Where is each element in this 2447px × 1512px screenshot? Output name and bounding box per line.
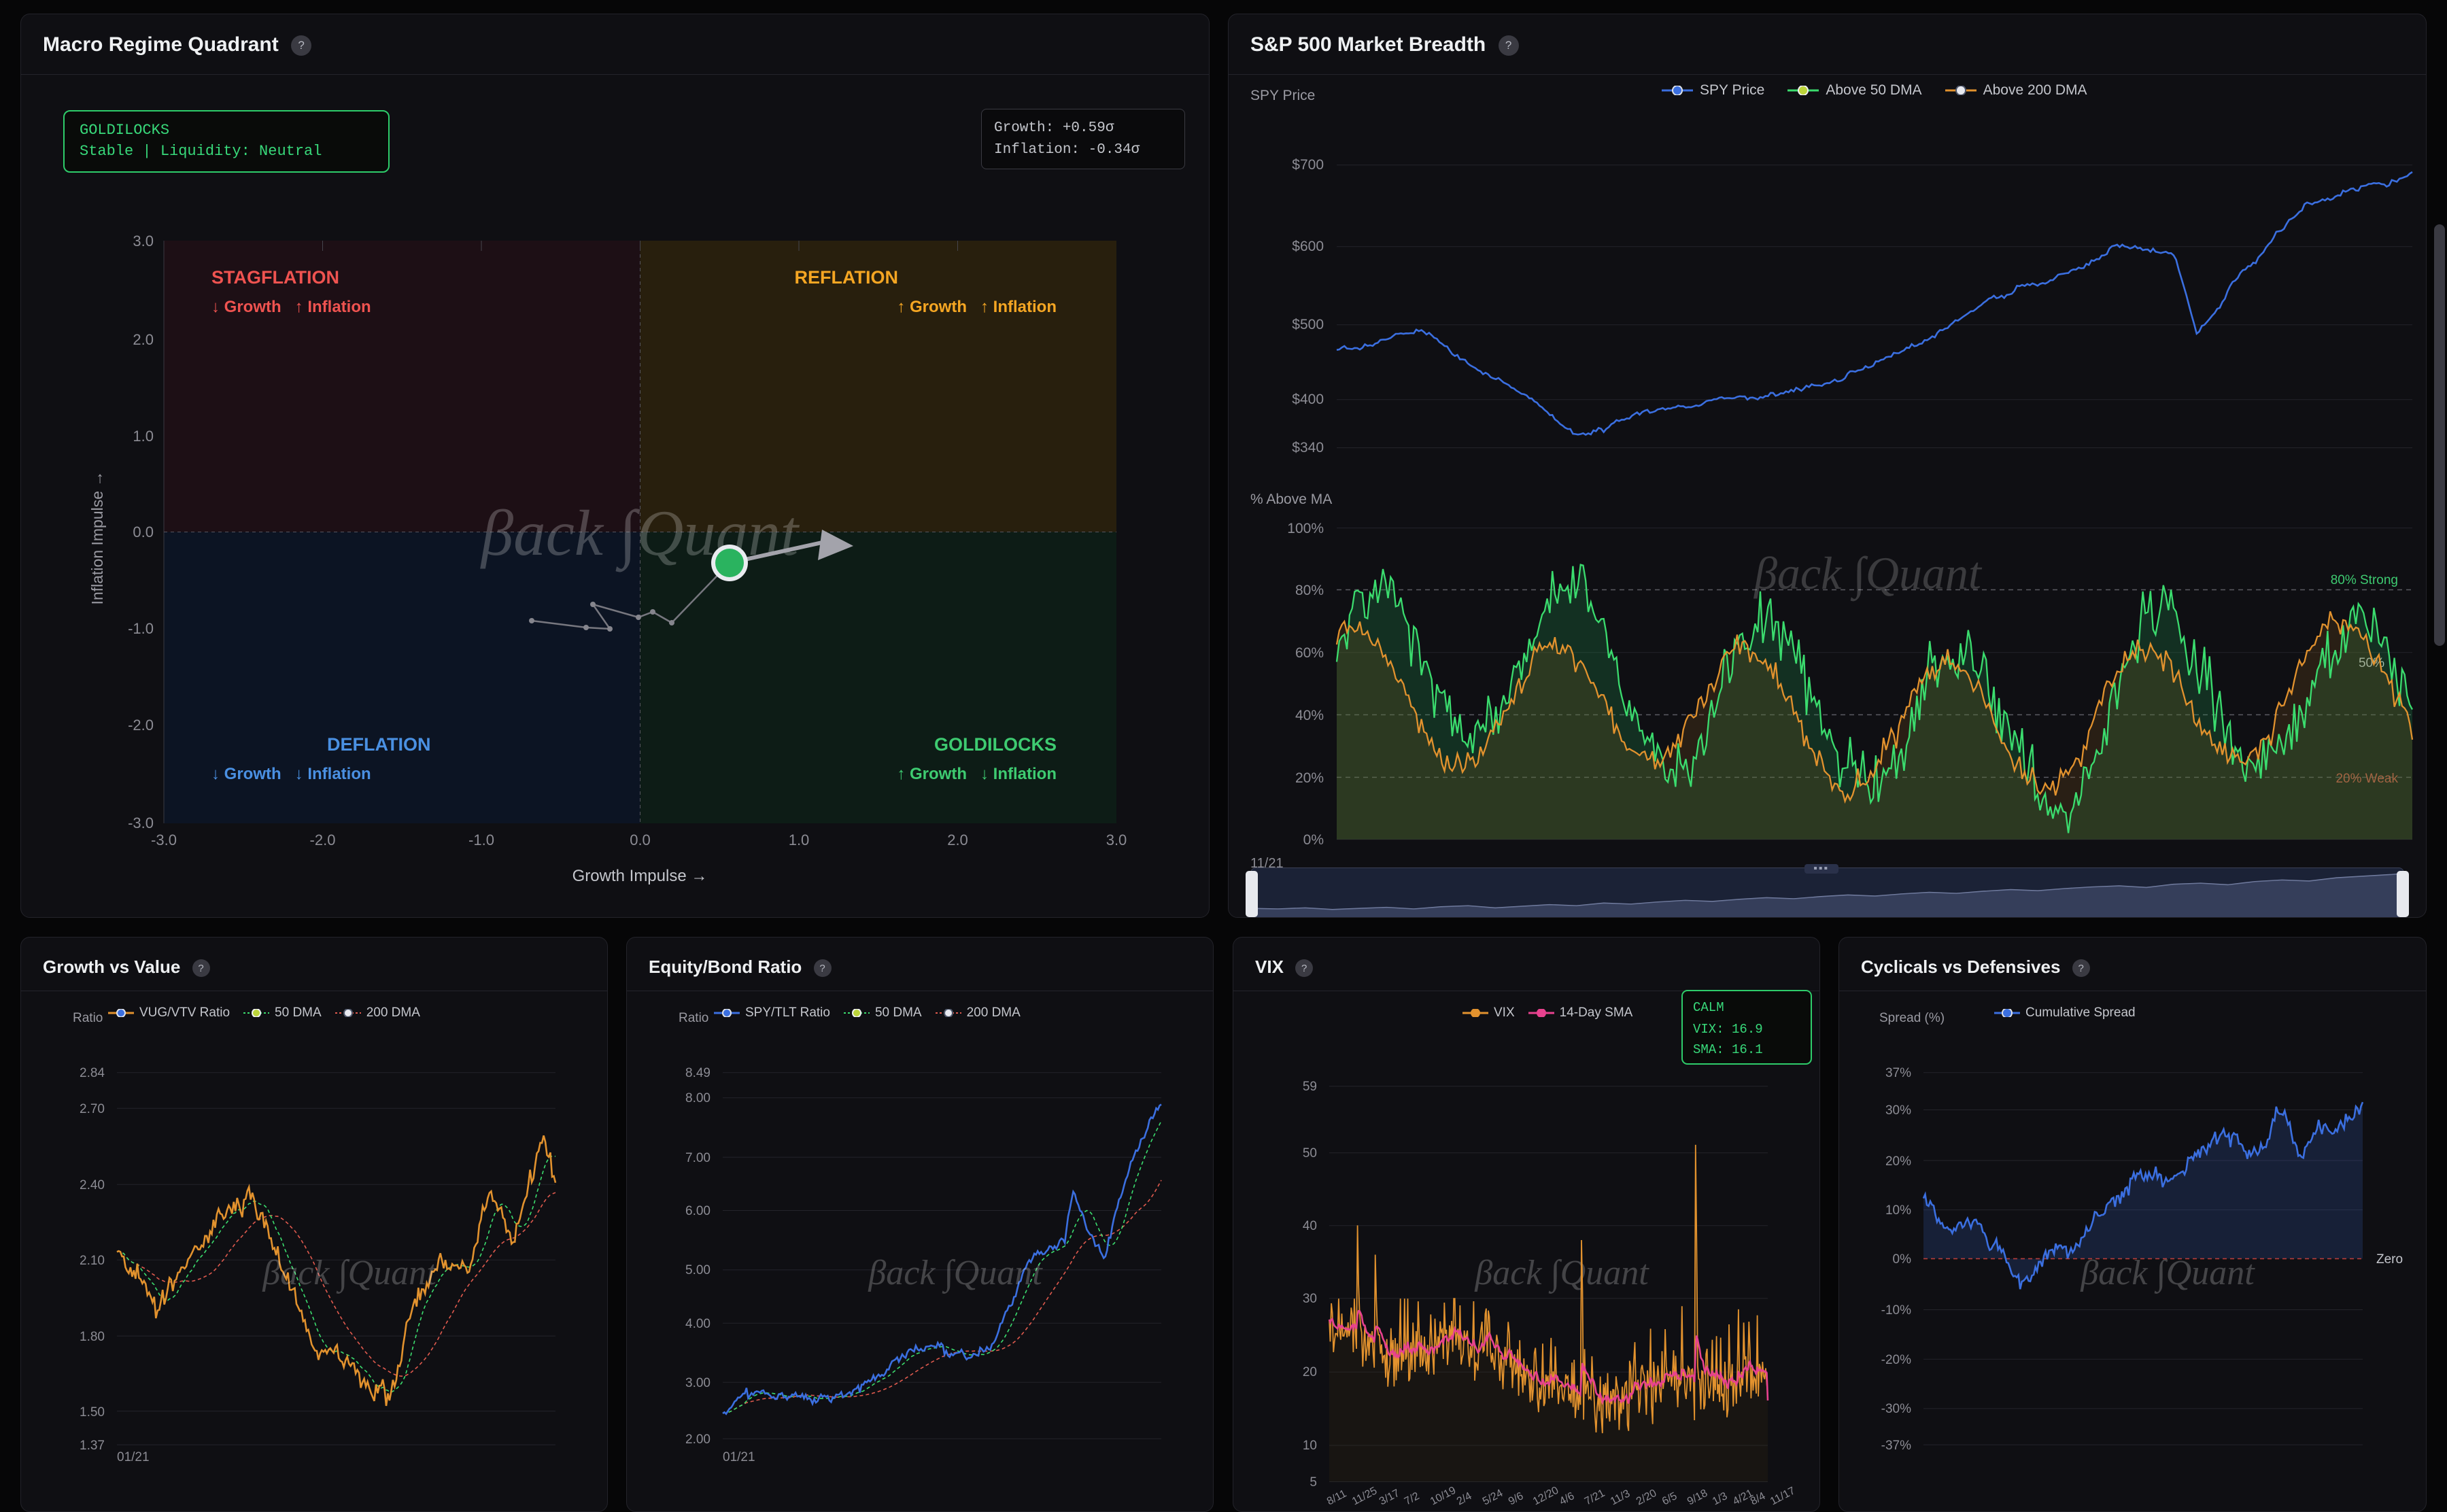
svg-text:7/21: 7/21 bbox=[1583, 1488, 1607, 1508]
svg-text:βack ∫Quant: βack ∫Quant bbox=[2080, 1254, 2255, 1294]
svg-text:↓ Growth ↑ Inflation: ↓ Growth ↑ Inflation bbox=[211, 298, 371, 316]
svg-text:2.70: 2.70 bbox=[80, 1102, 105, 1116]
svg-text:$600: $600 bbox=[1292, 239, 1324, 254]
svg-text:Growth Impulse →: Growth Impulse → bbox=[572, 867, 708, 885]
svg-text:2.84: 2.84 bbox=[80, 1066, 105, 1080]
svg-text:50: 50 bbox=[1303, 1146, 1317, 1161]
svg-text:80% Strong: 80% Strong bbox=[2331, 573, 2398, 587]
svg-text:↑ Growth ↓ Inflation: ↑ Growth ↓ Inflation bbox=[897, 765, 1057, 783]
svg-text:0.0: 0.0 bbox=[630, 831, 651, 848]
svg-text:5.00: 5.00 bbox=[685, 1263, 711, 1277]
svg-text:3.00: 3.00 bbox=[685, 1376, 711, 1390]
svg-text:59: 59 bbox=[1303, 1080, 1317, 1094]
svg-text:SMA: 16.1: SMA: 16.1 bbox=[1693, 1042, 1763, 1057]
svg-text:5/24: 5/24 bbox=[1481, 1488, 1505, 1508]
svg-text:20%: 20% bbox=[1885, 1154, 1911, 1169]
svg-text:1.0: 1.0 bbox=[789, 831, 810, 848]
svg-text:DEFLATION: DEFLATION bbox=[327, 734, 430, 755]
svg-text:-30%: -30% bbox=[1881, 1402, 1911, 1416]
svg-text:↓ Growth ↓ Inflation: ↓ Growth ↓ Inflation bbox=[211, 765, 371, 783]
svg-text:9/18: 9/18 bbox=[1685, 1488, 1710, 1508]
svg-text:1.37: 1.37 bbox=[80, 1439, 105, 1453]
svg-text:7.00: 7.00 bbox=[685, 1151, 711, 1165]
svg-text:REFLATION: REFLATION bbox=[795, 267, 898, 288]
svg-text:βack ∫Quant: βack ∫Quant bbox=[262, 1254, 437, 1294]
svg-text:40%: 40% bbox=[1295, 708, 1324, 723]
svg-text:2.0: 2.0 bbox=[133, 331, 154, 348]
svg-text:-10%: -10% bbox=[1881, 1303, 1911, 1318]
svg-text:5: 5 bbox=[1310, 1475, 1317, 1490]
svg-text:37%: 37% bbox=[1885, 1066, 1911, 1080]
svg-text:-1.0: -1.0 bbox=[128, 620, 154, 637]
svg-text:1.0: 1.0 bbox=[133, 428, 154, 445]
svg-text:8.49: 8.49 bbox=[685, 1066, 711, 1080]
svg-text:-20%: -20% bbox=[1881, 1353, 1911, 1367]
svg-text:$500: $500 bbox=[1292, 317, 1324, 332]
svg-text:10/19: 10/19 bbox=[1428, 1485, 1458, 1508]
svg-text:20: 20 bbox=[1303, 1365, 1317, 1379]
svg-text:9/6: 9/6 bbox=[1507, 1490, 1526, 1507]
svg-text:4.00: 4.00 bbox=[685, 1317, 711, 1331]
svg-text:$700: $700 bbox=[1292, 157, 1324, 173]
svg-text:$340: $340 bbox=[1292, 440, 1324, 456]
svg-text:$400: $400 bbox=[1292, 392, 1324, 407]
svg-text:11/3: 11/3 bbox=[1609, 1488, 1632, 1507]
svg-text:7/2: 7/2 bbox=[1403, 1490, 1422, 1507]
svg-text:30: 30 bbox=[1303, 1292, 1317, 1306]
svg-text:01/21: 01/21 bbox=[117, 1450, 150, 1464]
svg-text:↑ Growth ↑ Inflation: ↑ Growth ↑ Inflation bbox=[897, 298, 1057, 316]
svg-text:1.80: 1.80 bbox=[80, 1330, 105, 1344]
svg-text:βack ∫Quant: βack ∫Quant bbox=[1753, 547, 1983, 602]
svg-text:2/20: 2/20 bbox=[1635, 1488, 1659, 1508]
svg-text:10%: 10% bbox=[1885, 1203, 1911, 1218]
svg-text:2.0: 2.0 bbox=[947, 831, 968, 848]
svg-text:10: 10 bbox=[1303, 1439, 1317, 1453]
svg-text:8/11: 8/11 bbox=[1325, 1488, 1349, 1507]
svg-text:βack ∫Quant: βack ∫Quant bbox=[868, 1254, 1043, 1294]
svg-text:6/5: 6/5 bbox=[1660, 1490, 1679, 1507]
svg-text:-3.0: -3.0 bbox=[151, 831, 177, 848]
svg-text:20%: 20% bbox=[1295, 770, 1324, 786]
svg-text:-3.0: -3.0 bbox=[128, 814, 154, 831]
svg-text:80%: 80% bbox=[1295, 583, 1324, 598]
svg-text:2.10: 2.10 bbox=[80, 1254, 105, 1268]
svg-text:30%: 30% bbox=[1885, 1103, 1911, 1118]
svg-text:100%: 100% bbox=[1287, 521, 1324, 536]
svg-text:40: 40 bbox=[1303, 1219, 1317, 1233]
svg-text:STAGFLATION: STAGFLATION bbox=[211, 267, 339, 288]
svg-text:% Above MA: % Above MA bbox=[1250, 492, 1332, 507]
svg-text:βack ∫Quant: βack ∫Quant bbox=[480, 497, 800, 572]
svg-text:VIX: 16.9: VIX: 16.9 bbox=[1693, 1022, 1763, 1037]
svg-text:8.00: 8.00 bbox=[685, 1091, 711, 1105]
svg-text:0%: 0% bbox=[1303, 832, 1324, 848]
svg-text:βack ∫Quant: βack ∫Quant bbox=[1474, 1254, 1649, 1294]
svg-text:-1.0: -1.0 bbox=[468, 831, 494, 848]
svg-text:GOLDILOCKS: GOLDILOCKS bbox=[934, 734, 1057, 755]
svg-text:12/20: 12/20 bbox=[1531, 1485, 1560, 1508]
svg-text:1/3: 1/3 bbox=[1711, 1490, 1730, 1507]
svg-text:-37%: -37% bbox=[1881, 1439, 1911, 1453]
svg-text:CALM: CALM bbox=[1693, 1000, 1724, 1015]
svg-text:60%: 60% bbox=[1295, 645, 1324, 661]
svg-text:2.00: 2.00 bbox=[685, 1432, 711, 1447]
svg-text:11/17: 11/17 bbox=[1768, 1485, 1797, 1507]
svg-text:3/17: 3/17 bbox=[1377, 1488, 1402, 1508]
svg-text:Zero: Zero bbox=[2376, 1252, 2403, 1267]
svg-text:3.0: 3.0 bbox=[1106, 831, 1127, 848]
svg-text:-2.0: -2.0 bbox=[310, 831, 336, 848]
svg-text:0%: 0% bbox=[1893, 1252, 1912, 1267]
svg-text:0.0: 0.0 bbox=[133, 523, 154, 540]
svg-text:11/25: 11/25 bbox=[1350, 1485, 1379, 1507]
svg-text:3.0: 3.0 bbox=[133, 233, 154, 250]
svg-text:-2.0: -2.0 bbox=[128, 717, 154, 734]
svg-text:Inflation Impulse →: Inflation Impulse → bbox=[88, 471, 106, 605]
svg-text:2.40: 2.40 bbox=[80, 1178, 105, 1192]
svg-text:1.50: 1.50 bbox=[80, 1405, 105, 1420]
svg-text:4/6: 4/6 bbox=[1558, 1490, 1577, 1507]
svg-text:2/4: 2/4 bbox=[1455, 1490, 1474, 1507]
svg-text:6.00: 6.00 bbox=[685, 1204, 711, 1218]
svg-text:01/21: 01/21 bbox=[723, 1450, 755, 1464]
